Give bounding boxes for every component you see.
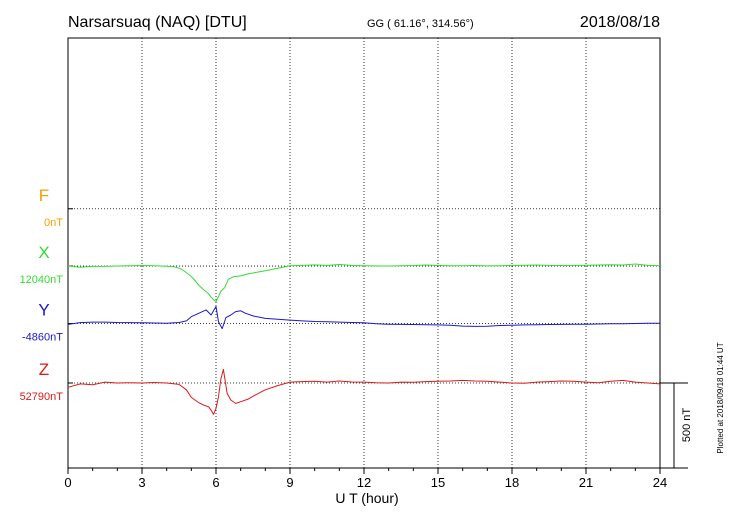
x-tick-label: 18 <box>505 475 519 490</box>
x-tick-label: 0 <box>64 475 71 490</box>
plot-frame <box>67 37 661 469</box>
x-tick-label: 9 <box>286 475 293 490</box>
channel-baseline-label-y: -4860nT <box>22 332 63 344</box>
station-title: Narsarsuaq (NAQ) [DTU] <box>68 14 247 31</box>
scale-bar-label: 500 nT <box>681 408 693 443</box>
x-tick-label: 3 <box>138 475 145 490</box>
channel-label-z: Z <box>39 360 49 379</box>
series-line-x <box>67 263 661 303</box>
x-tick-label: 21 <box>579 475 593 490</box>
channel-label-f: F <box>39 186 49 205</box>
plotted-timestamp: Plotted at 2018/09/18 01:44 UT <box>716 342 725 453</box>
x-tick-label: 15 <box>431 475 445 490</box>
channel-baseline-label-f: 0nT <box>44 217 63 229</box>
x-tick-label: 24 <box>653 475 667 490</box>
series-line-y <box>67 306 661 330</box>
chart-date: 2018/08/18 <box>580 14 660 31</box>
grid <box>68 38 660 468</box>
x-tick-label: 6 <box>212 475 219 490</box>
channel-label-y: Y <box>38 301 49 320</box>
x-axis-label: U T (hour) <box>335 490 398 506</box>
scale-bar: 500 nT <box>660 382 693 469</box>
channel-labels: F 0nT X 12040nT Y -4860nT Z 52790nT <box>20 186 64 403</box>
x-tick-label: 12 <box>357 475 371 490</box>
channel-baseline-label-z: 52790nT <box>20 391 64 403</box>
station-coords: GG ( 61.16°, 314.56°) <box>367 18 474 30</box>
channel-baseline-label-x: 12040nT <box>20 274 64 286</box>
series-line-z <box>67 368 661 415</box>
series-lines <box>67 263 661 415</box>
channel-label-x: X <box>38 243 49 262</box>
x-axis-ticks: 0 3 6 9 12 15 18 21 24 <box>64 468 667 490</box>
